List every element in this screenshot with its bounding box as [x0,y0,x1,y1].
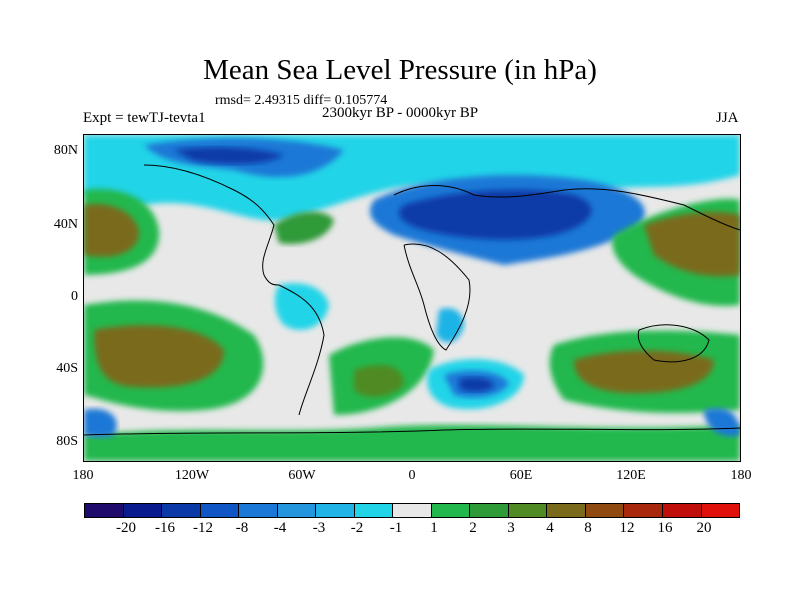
eurasia-coast [393,185,740,231]
south-atlantic-high-core [354,365,404,397]
colorbar-box [393,504,432,517]
colorbar-box [624,504,663,517]
colorbar-box [470,504,509,517]
north-pacific-high-east-core [644,212,740,277]
south-america-coast [278,284,325,416]
rmsd-diff-stats: rmsd= 2.49315 diff= 0.105774 [215,93,388,108]
lat-label-eq: 0 [71,289,78,304]
colorbar-label: 12 [619,520,635,536]
colorbar-box [662,504,702,517]
plot-title: Mean Sea Level Pressure (in hPa) [203,54,597,86]
colorbar [84,503,740,518]
colorbar-label: -3 [312,520,326,536]
australia-coast [637,324,710,363]
colorbar-label: 4 [546,520,554,536]
antarctic-low-west [84,408,117,438]
north-america-coast [143,164,280,286]
colorbar-label: 3 [507,520,515,536]
colorbar-label: -1 [389,520,403,536]
antarctica-coast [84,427,740,436]
south-atlantic-low-center [459,377,494,392]
colorbar-box [431,504,471,517]
period-label: 2300kyr BP - 0000kyr BP [322,105,479,121]
lon-label-120w: 120W [174,468,210,483]
lon-label-60w: 60W [288,468,316,483]
asian-monsoon-low-core [399,189,592,240]
colorbar-label: 1 [430,520,438,536]
colorbar-label: -2 [350,520,364,536]
colorbar-label: -16 [155,520,175,536]
lat-label-80n: 80N [53,143,78,158]
colorbar-label: 2 [469,520,477,536]
colorbar-label: 16 [657,520,673,536]
lon-label-0: 0 [408,468,416,483]
lon-label-180w: 180 [72,468,94,483]
azores-high [274,211,334,245]
south-pacific-high-core [94,325,224,388]
colorbar-box [508,504,548,517]
colorbar-box [277,504,317,517]
south-america-low [274,283,329,330]
colorbar-box [239,504,278,517]
colorbar-label: 8 [584,520,592,536]
colorbar-box [85,504,124,517]
antarctic-green [84,424,740,461]
pressure-map [83,134,741,462]
greenland-low-core [174,147,284,165]
southern-africa-low [436,308,464,343]
lon-label-60e: 60E [509,468,533,483]
pressure-field-svg [84,135,740,461]
colorbar-box [316,504,355,517]
north-pacific-high-west-core [84,204,139,257]
lon-label-180e: 180 [730,468,752,483]
colorbar-box [585,504,625,517]
colorbar-label: -12 [193,520,213,536]
colorbar-box [701,504,740,517]
colorbar-label: -4 [273,520,287,536]
lat-label-40s: 40S [56,361,78,376]
lat-label-80s: 80S [56,434,78,449]
colorbar-box [200,504,240,517]
lon-label-120e: 120E [616,468,646,483]
colorbar-label: -8 [235,520,249,536]
experiment-label: Expt = tewTJ-tevta1 [83,110,206,126]
colorbar-label: 20 [696,520,712,536]
lat-label-40n: 40N [53,217,78,232]
colorbar-box [123,504,163,517]
colorbar-box [354,504,394,517]
colorbar-box [547,504,586,517]
season-label: JJA [716,110,739,126]
africa-coast [403,243,471,351]
colorbar-label: -20 [116,520,136,536]
colorbar-box [162,504,201,517]
coastlines [84,164,740,436]
